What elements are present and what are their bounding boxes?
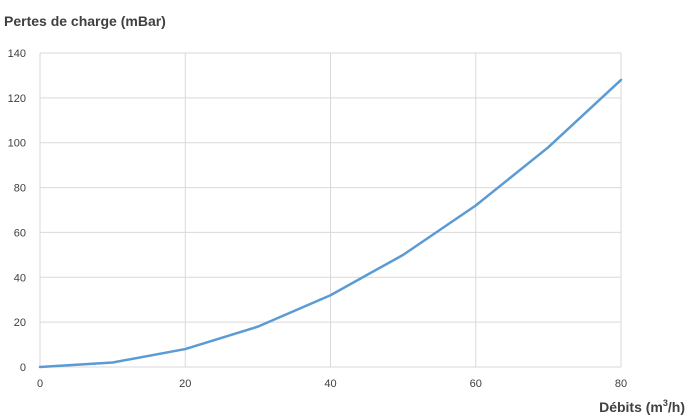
x-tick-label: 0 — [37, 378, 43, 390]
x-axis-label-prefix: Débits (m — [599, 399, 663, 415]
gridlines — [40, 52, 622, 367]
y-tick-label: 140 — [8, 48, 26, 60]
x-tick-label: 60 — [470, 378, 482, 390]
axes — [39, 53, 621, 368]
y-axis-ticks: 0 20 40 60 80 100 120 140 — [8, 48, 26, 374]
x-axis-ticks: 0 20 40 60 80 — [37, 378, 627, 390]
x-axis-label-suffix: /h) — [668, 399, 685, 415]
data-series — [38, 78, 623, 369]
y-tick-label: 80 — [14, 183, 26, 195]
y-tick-label: 40 — [14, 272, 26, 284]
x-axis-label: Débits (m3/h) — [599, 398, 685, 415]
y-tick-label: 60 — [14, 227, 26, 239]
y-tick-label: 120 — [8, 93, 26, 105]
y-axis-label: Pertes de charge (mBar) — [4, 13, 166, 29]
y-tick-label: 100 — [8, 138, 26, 150]
x-axis-label-superscript: 3 — [663, 398, 668, 408]
series-line — [38, 78, 623, 369]
x-tick-label: 20 — [179, 378, 191, 390]
x-tick-label: 80 — [615, 378, 627, 390]
x-tick-label: 40 — [324, 378, 336, 390]
y-tick-label: 20 — [14, 317, 26, 329]
y-tick-label: 0 — [20, 362, 26, 374]
